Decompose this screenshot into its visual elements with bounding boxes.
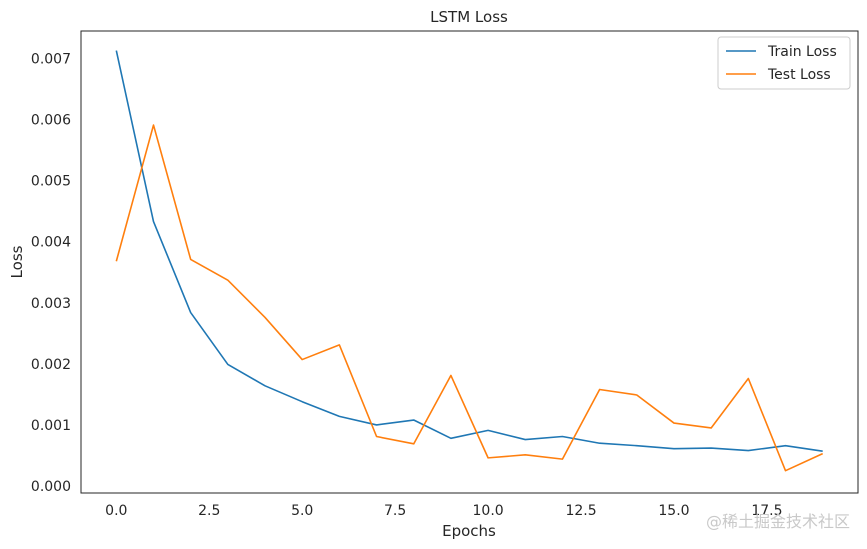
y-tick-label: 0.005 <box>31 174 71 190</box>
data-point-test-loss <box>300 358 304 362</box>
legend-label-train-loss: Train Loss <box>767 44 837 60</box>
data-point-test-loss <box>821 452 825 456</box>
series-line-train-loss <box>115 50 823 452</box>
series-layer <box>114 49 825 473</box>
plot-area <box>80 30 859 494</box>
data-point-train-loss <box>746 449 750 453</box>
data-point-train-loss <box>337 414 341 418</box>
watermark: @稀土掘金技术社区 <box>706 512 850 531</box>
data-point-train-loss <box>709 446 713 450</box>
y-tick-label: 0.000 <box>31 479 71 495</box>
data-point-test-loss <box>151 123 155 127</box>
y-tick-label: 0.006 <box>31 113 71 129</box>
data-point-train-loss <box>784 444 788 448</box>
data-point-train-loss <box>300 400 304 404</box>
data-point-test-loss <box>523 453 527 457</box>
y-tick-label: 0.004 <box>31 235 71 251</box>
data-point-test-loss <box>375 435 379 439</box>
x-tick-label: 0.0 <box>105 503 127 519</box>
data-point-train-loss <box>486 428 490 432</box>
y-axis-label: Loss <box>8 245 26 278</box>
data-point-train-loss <box>114 49 118 53</box>
legend: Train Loss Test Loss <box>717 36 851 90</box>
data-point-train-loss <box>449 436 453 440</box>
chart-title: LSTM Loss <box>430 8 508 26</box>
plot-frame <box>80 30 859 494</box>
x-tick-label: 15.0 <box>658 503 689 519</box>
y-tick-labels: 0.000 0.001 0.002 0.003 0.004 0.005 0.006 0.007 <box>31 51 71 494</box>
data-point-train-loss <box>523 438 527 442</box>
x-tick-label: 5.0 <box>291 503 313 519</box>
series-line-test-loss <box>115 124 824 472</box>
data-point-train-loss <box>375 423 379 427</box>
data-point-train-loss <box>189 311 193 315</box>
data-point-train-loss <box>412 418 416 422</box>
data-point-test-loss <box>560 457 564 461</box>
data-point-test-loss <box>784 469 788 473</box>
x-tick-label: 7.5 <box>384 503 406 519</box>
x-tick-label: 10.0 <box>473 503 504 519</box>
data-point-train-loss <box>560 435 564 439</box>
y-tick-label: 0.007 <box>31 51 71 67</box>
y-tick-label: 0.002 <box>31 357 71 373</box>
x-axis-label: Epochs <box>442 522 496 540</box>
data-point-test-loss <box>598 387 602 391</box>
data-point-test-loss <box>226 278 230 282</box>
data-point-test-loss <box>263 315 267 319</box>
x-tick-labels: 0.0 2.5 5.0 7.5 10.0 12.5 15.0 17.5 <box>105 503 782 519</box>
data-point-train-loss <box>226 362 230 366</box>
y-tick-label: 0.001 <box>31 418 71 434</box>
legend-box <box>717 36 851 90</box>
data-point-test-loss <box>486 456 490 460</box>
data-point-test-loss <box>114 259 118 263</box>
legend-label-test-loss: Test Loss <box>767 67 831 83</box>
data-point-test-loss <box>449 373 453 377</box>
y-tick-label: 0.003 <box>31 296 71 312</box>
data-point-test-loss <box>672 421 676 425</box>
x-tick-label: 2.5 <box>198 503 220 519</box>
data-point-train-loss <box>635 444 639 448</box>
data-point-test-loss <box>337 343 341 347</box>
data-point-test-loss <box>412 442 416 446</box>
data-point-train-loss <box>598 441 602 445</box>
data-point-test-loss <box>709 426 713 430</box>
data-point-test-loss <box>189 257 193 261</box>
data-point-train-loss <box>151 220 155 224</box>
data-point-test-loss <box>746 376 750 380</box>
data-point-train-loss <box>263 384 267 388</box>
data-point-train-loss <box>672 447 676 451</box>
x-tick-label: 12.5 <box>565 503 596 519</box>
x-tick-label: 17.5 <box>751 503 782 519</box>
data-point-test-loss <box>635 393 639 397</box>
